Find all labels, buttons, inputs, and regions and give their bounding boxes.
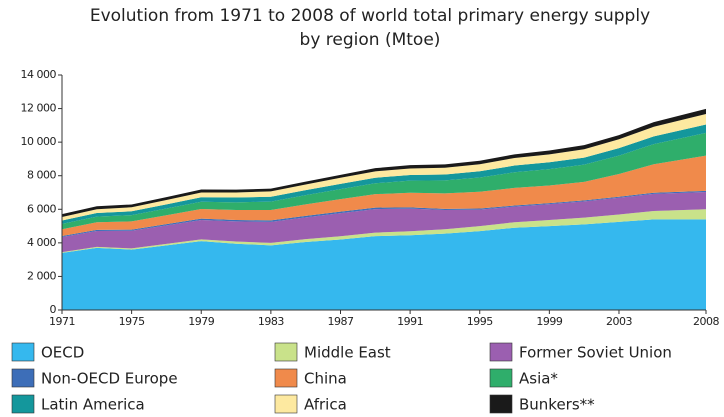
legend-swatch bbox=[274, 368, 298, 388]
area bbox=[62, 155, 706, 236]
y-tick-label: 6 000 bbox=[27, 202, 56, 215]
chart-title: by region (Mtoe) bbox=[300, 30, 441, 50]
y-tick-label: 14 000 bbox=[21, 68, 57, 81]
y-tick-label: 2 000 bbox=[27, 269, 56, 282]
y-tick-label: 12 000 bbox=[21, 102, 57, 115]
x-tick-label: 1971 bbox=[49, 315, 75, 328]
area bbox=[62, 113, 706, 221]
legend-swatch bbox=[274, 342, 298, 362]
area bbox=[62, 209, 706, 253]
y-tick-label: 0 bbox=[50, 303, 57, 316]
legend-label: Non-OECD Europe bbox=[41, 370, 178, 388]
legend-swatch bbox=[489, 394, 513, 414]
y-tick-label: 4 000 bbox=[27, 236, 56, 249]
area bbox=[62, 219, 706, 310]
x-tick-label: 1975 bbox=[119, 315, 145, 328]
x-tick-label: 2003 bbox=[606, 315, 632, 328]
legend-swatch bbox=[11, 342, 35, 362]
x-tick-label: 1995 bbox=[467, 315, 493, 328]
legend-label: Asia* bbox=[519, 370, 558, 388]
legend-swatch bbox=[11, 394, 35, 414]
legend-label: Middle East bbox=[304, 344, 391, 362]
y-tick-label: 10 000 bbox=[21, 135, 57, 148]
legend-label: Africa bbox=[304, 396, 347, 414]
area bbox=[62, 132, 706, 230]
legend-swatch bbox=[489, 368, 513, 388]
legend-swatch bbox=[489, 342, 513, 362]
x-tick-label: 1999 bbox=[536, 315, 562, 328]
area bbox=[62, 108, 706, 218]
x-tick-label: 1983 bbox=[258, 315, 284, 328]
area bbox=[62, 124, 706, 224]
legend-label: Latin America bbox=[41, 396, 145, 414]
legend-label: China bbox=[304, 370, 347, 388]
x-tick-label: 1979 bbox=[188, 315, 214, 328]
legend-label: Bunkers** bbox=[519, 396, 595, 414]
y-tick-label: 8 000 bbox=[27, 169, 56, 182]
legend-label: OECD bbox=[41, 344, 84, 362]
legend-swatch bbox=[11, 368, 35, 388]
x-tick-label: 1987 bbox=[327, 315, 353, 328]
x-tick-label: 2008 bbox=[693, 315, 719, 328]
chart-title: Evolution from 1971 to 2008 of world tot… bbox=[90, 6, 650, 26]
area bbox=[62, 191, 706, 253]
legend-swatch bbox=[274, 394, 298, 414]
legend-label: Former Soviet Union bbox=[519, 344, 672, 362]
x-tick-label: 1991 bbox=[397, 315, 423, 328]
